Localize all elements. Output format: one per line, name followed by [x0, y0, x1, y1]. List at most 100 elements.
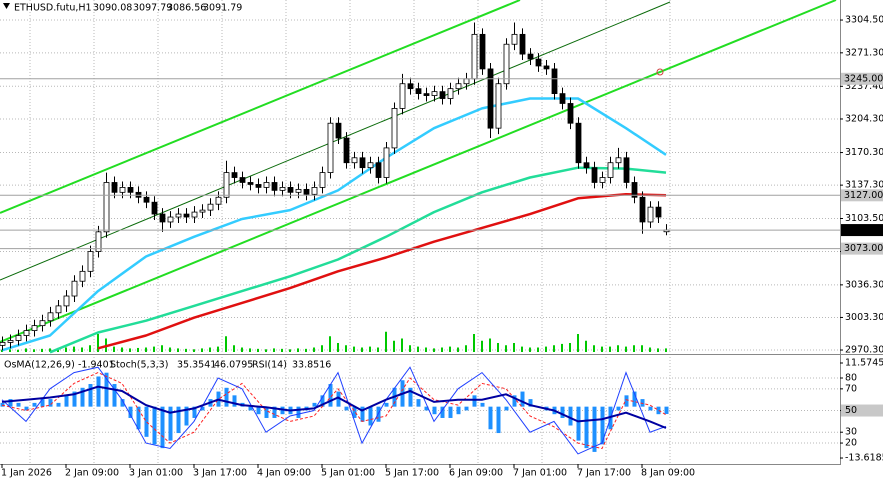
osma-bar [592, 406, 597, 452]
volume-bar [145, 347, 147, 352]
candle-body [567, 103, 574, 124]
osma-bar [272, 406, 277, 418]
volume-bar [313, 347, 315, 352]
volume-bar [641, 345, 643, 352]
channel-upper [0, 0, 521, 214]
osma-bar [584, 406, 589, 449]
osma-bar [424, 406, 429, 411]
candle-body [7, 340, 14, 343]
candle-body [591, 167, 598, 183]
candle-body [399, 83, 406, 109]
candle-body [191, 211, 198, 218]
close-value: 3091.79 [203, 3, 242, 14]
candle-body [287, 187, 294, 193]
candle-body [511, 33, 518, 45]
y-tick-label: 3237.40 [845, 81, 883, 92]
volume-bar [617, 345, 619, 352]
rsi-label: RSI(14) [252, 360, 287, 371]
volume-bar [377, 347, 379, 352]
candle-body [23, 330, 30, 336]
candle-body [479, 33, 486, 70]
volume-bar [9, 349, 11, 352]
rsi-line [1, 385, 667, 429]
volume-bar [241, 347, 243, 352]
candle-body [543, 65, 550, 70]
candle-body [351, 157, 358, 164]
candle-body [391, 108, 398, 149]
volume-bar [273, 348, 275, 352]
candle-body [47, 312, 54, 322]
candle-body [655, 206, 662, 218]
osma-label: OsMA(12,26,9) [4, 360, 75, 371]
candle-body [607, 162, 614, 178]
candle-body [455, 83, 462, 90]
osma-bar [432, 406, 437, 415]
candle-body [95, 231, 102, 252]
osma-bar [72, 391, 77, 407]
volume-bar [529, 347, 531, 352]
candle-body [335, 122, 342, 139]
volume-bar [217, 346, 219, 352]
candle-body [423, 93, 430, 96]
volume-bar [417, 346, 419, 352]
osma-bar [480, 402, 485, 407]
osma-bar [384, 402, 389, 407]
osma-bar [160, 406, 165, 449]
osma-bar [664, 406, 669, 414]
osma-bar [656, 406, 661, 415]
level-box [841, 189, 883, 202]
osma-bar [312, 402, 317, 407]
osma-bar [520, 391, 525, 407]
candle-body [127, 187, 134, 193]
volume-bar [49, 348, 51, 352]
osma-bar [256, 406, 261, 415]
y-tick-label: 3204.30 [845, 113, 883, 124]
x-tick-label: 3 Jan 01:00 [129, 468, 183, 479]
candle-body [39, 320, 46, 327]
volume-bar [337, 343, 339, 352]
candle-body [415, 88, 422, 95]
candle-body [159, 213, 166, 223]
header: ETHUSD.futu,H1 3090.08 3097.79 3086.56 3… [3, 3, 242, 14]
volume-bar [609, 346, 611, 352]
volume-bar [113, 346, 115, 352]
volume-bar [25, 348, 27, 352]
candle-body [343, 137, 350, 164]
osma-bar [368, 406, 373, 426]
x-tick-label: 7 Jan 01:00 [513, 468, 567, 479]
candle-body [407, 83, 414, 90]
osma-bar [128, 406, 133, 418]
candle-body [103, 182, 110, 233]
osma-bar [616, 406, 621, 411]
volume-bar [553, 345, 555, 352]
volume-bar [73, 346, 75, 352]
candle-body [495, 83, 502, 129]
osma-bar [320, 395, 325, 407]
osma-bar [24, 406, 29, 411]
osma-bar [232, 395, 237, 407]
osma-bar [448, 406, 453, 418]
osma-bar [184, 406, 189, 426]
candle-body [31, 325, 38, 331]
volume-bar [481, 340, 483, 352]
volume-bar [1, 349, 3, 352]
candle-body [143, 196, 150, 203]
candle-body [559, 93, 566, 104]
volume-bar [153, 346, 155, 352]
candle-body [111, 182, 118, 193]
rsi-value: 33.8516 [292, 360, 331, 371]
y-tick-label: 70 [845, 383, 857, 394]
open-value: 3090.08 [93, 3, 132, 14]
tick-highlight [841, 404, 883, 417]
osma-bar [176, 406, 181, 434]
osma-bar [496, 406, 501, 434]
candle-body [279, 187, 286, 191]
candle-body [519, 33, 526, 55]
y-tick-label: 80 [845, 373, 857, 384]
candle-body [551, 68, 558, 95]
osma-bar [440, 406, 445, 418]
osma-bar [512, 395, 517, 407]
osma-bar [576, 406, 581, 441]
candle-body [535, 58, 542, 67]
